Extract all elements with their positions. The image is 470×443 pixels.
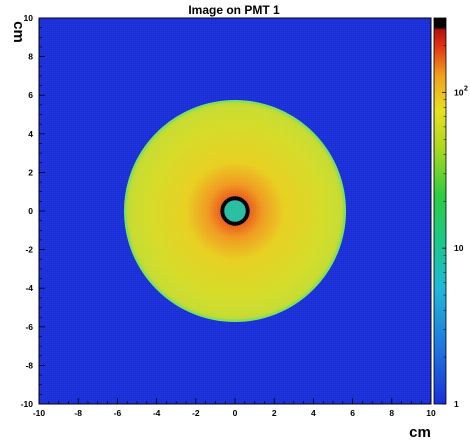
x-tick-label: -8: [74, 408, 82, 418]
y-tick-label: -4: [25, 283, 33, 293]
colorbar-tick-label: 1: [454, 399, 459, 409]
plot-area: [39, 18, 431, 404]
x-axis: -10 -8 -6 -4 -2 0 2 4 6 8 10: [33, 398, 436, 418]
colorbar-frame: [433, 17, 447, 405]
y-tick-label: 2: [28, 167, 33, 177]
y-tick-label: -6: [25, 322, 33, 332]
y-axis-label: cm: [10, 21, 27, 43]
chart-title: Image on PMT 1: [188, 3, 280, 17]
colorbar-gradient: [434, 18, 446, 404]
x-tick-label: 6: [350, 408, 355, 418]
x-tick-label: 0: [233, 408, 238, 418]
y-tick-label: 0: [28, 206, 33, 216]
y-tick-label: -2: [25, 245, 33, 255]
y-axis: -10 -8 -6 -4 -2 0 2 4 6 8 10: [21, 13, 45, 409]
colorbar-tick-label: 10: [454, 87, 464, 97]
y-tick-label: -8: [25, 360, 33, 370]
x-tick-label: 4: [311, 408, 316, 418]
x-tick-label: 8: [389, 408, 394, 418]
colorbar-tick-label: 10: [454, 243, 464, 253]
x-tick-label: -2: [192, 408, 200, 418]
x-tick-label: 10: [426, 408, 436, 418]
y-tick-label: 10: [24, 13, 34, 23]
x-tick-label: -4: [153, 408, 161, 418]
x-tick-label: -6: [114, 408, 122, 418]
x-axis-label: cm: [409, 424, 431, 441]
y-tick-label: 8: [28, 52, 33, 62]
x-tick-label: 2: [272, 408, 277, 418]
x-tick-label: -10: [33, 408, 46, 418]
colorbar-tick-exponent: 2: [464, 85, 468, 92]
y-tick-label: 6: [28, 90, 33, 100]
y-tick-label: -10: [21, 399, 34, 409]
y-tick-label: 4: [28, 129, 33, 139]
pixel-grain: [39, 18, 431, 404]
